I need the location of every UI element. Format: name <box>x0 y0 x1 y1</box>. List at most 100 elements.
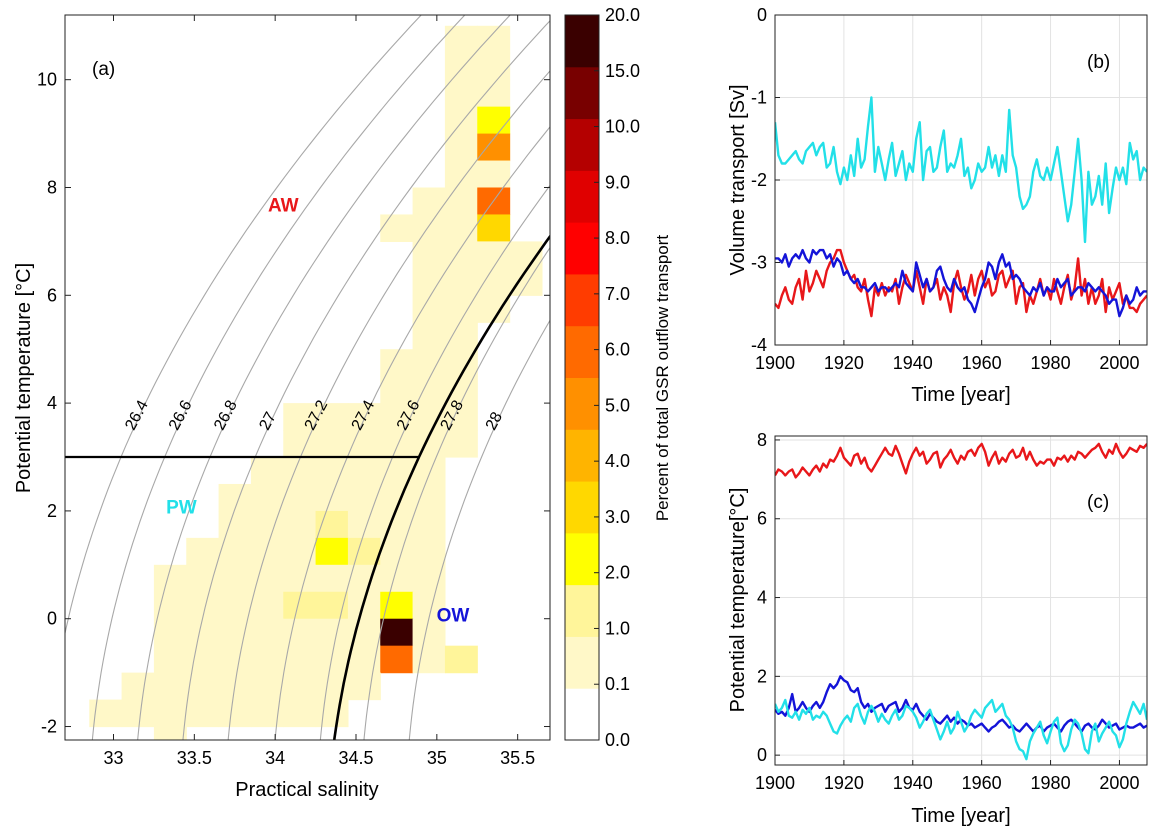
heatmap-cell <box>477 106 511 135</box>
x-tick-label: 1900 <box>755 353 795 373</box>
colorbar-tick-label: 20.0 <box>605 5 640 25</box>
heatmap-cell <box>347 672 381 701</box>
colorbar-blocks <box>565 15 599 741</box>
heatmap-cell <box>250 672 284 701</box>
panel-c-grid <box>774 436 1147 765</box>
panel-b-y-ticks: 0 -1 -2 -3 -4 <box>751 5 780 355</box>
panel-c-frame <box>774 435 1148 766</box>
colorbar-tick-label: 8.0 <box>605 228 630 248</box>
isopycnal-line <box>182 19 550 740</box>
heatmap-cell <box>347 483 381 512</box>
heatmap-cell <box>315 564 349 593</box>
y-tick-label: 8 <box>757 430 767 450</box>
heatmap-cell <box>283 672 317 701</box>
isopycnal-line <box>227 70 550 740</box>
heatmap-cell <box>186 564 220 593</box>
panel-c-label: (c) <box>1087 492 1109 513</box>
panel-b-x-ticks: 1900 1920 1940 1960 1980 2000 <box>755 340 1139 373</box>
y-tick-label: 2 <box>757 666 767 686</box>
colorbar-tick-label: 2.0 <box>605 563 630 583</box>
heatmap-cell <box>412 268 446 296</box>
heatmap-cell <box>347 457 381 485</box>
series-line <box>775 698 1147 761</box>
isopycnal-line <box>363 246 550 740</box>
y-tick-label: -2 <box>751 170 767 190</box>
heatmap-cell <box>347 510 381 539</box>
heatmap-cell <box>186 618 220 647</box>
water-mass-boundaries <box>65 234 550 740</box>
panel-b: 1900 1920 1940 1960 1980 2000 0 -1 -2 -3 -4 (b) T… <box>727 5 1148 406</box>
heatmap-cell <box>283 564 317 593</box>
heatmap-cell <box>283 483 317 512</box>
heatmap-cell <box>121 672 155 701</box>
isopycnal-label: 28 <box>483 409 506 433</box>
x-tick-label: 33.5 <box>177 748 212 768</box>
panel-c-x-ticks: 1900 1920 1940 1960 1980 2000 <box>755 760 1139 793</box>
colorbar-block <box>565 532 599 586</box>
heatmap-cell <box>153 618 187 647</box>
heatmap-cell <box>250 591 284 620</box>
colorbar-frame <box>564 14 600 741</box>
heatmap-cell <box>380 403 414 431</box>
heatmap-cell <box>186 537 220 566</box>
heatmap-cell <box>250 618 284 647</box>
x-tick-label: 1940 <box>893 773 933 793</box>
heatmap-cell <box>315 618 349 647</box>
heatmap-cell <box>315 403 349 431</box>
panel-a-y-ticks: -2 0 2 4 6 8 10 <box>37 70 550 737</box>
isopycnal-line <box>137 15 511 740</box>
heatmap-cell <box>218 699 252 728</box>
heatmap-cell <box>444 295 478 323</box>
x-tick-label: 1980 <box>1031 353 1071 373</box>
heatmap-cell <box>186 699 220 728</box>
colorbar-block <box>565 481 599 534</box>
colorbar-block <box>565 377 599 430</box>
heatmap-cell <box>283 457 317 485</box>
x-tick-label: 1960 <box>962 353 1002 373</box>
heatmap-cell <box>412 295 446 323</box>
heatmap-cell <box>218 564 252 593</box>
heatmap-cell <box>218 483 252 512</box>
isopycnal-label: 27 <box>256 409 279 433</box>
isopycnal-line <box>319 184 550 740</box>
y-tick-label: 0 <box>757 745 767 765</box>
heatmap-cell <box>250 457 284 485</box>
heatmap-cell <box>477 214 511 242</box>
y-tick-label: 0 <box>47 609 57 629</box>
heatmap-cell <box>444 268 478 296</box>
heatmap-cell <box>186 591 220 620</box>
heatmap-cell <box>380 645 414 674</box>
colorbar-block <box>565 66 599 120</box>
x-tick-label: 1940 <box>893 353 933 373</box>
heatmap-cell <box>153 672 187 701</box>
panel-c-background <box>775 436 1147 765</box>
heatmap-cell <box>121 699 155 728</box>
panel-a: 26.4 26.6 26.8 27 27.2 27.4 27.6 27.8 28 AWPWOW … <box>13 14 551 801</box>
heatmap-cell <box>412 483 446 512</box>
colorbar-block <box>565 325 599 378</box>
y-tick-label: 10 <box>37 70 57 90</box>
heatmap-cell <box>380 537 414 566</box>
panel-b-label: (b) <box>1087 52 1110 73</box>
colorbar-block <box>565 636 599 689</box>
heatmap-cell <box>477 268 511 296</box>
colorbar-tick-label: 9.0 <box>605 172 630 192</box>
heatmap-cell <box>412 591 446 620</box>
heatmap-cell <box>283 430 317 458</box>
heatmap-cell <box>283 510 317 539</box>
heatmap-cell <box>509 268 543 296</box>
heatmap-cell <box>444 160 478 189</box>
panel-c-y-axis-label: Potential temperature[°C] <box>727 488 749 713</box>
heatmap-cell <box>412 537 446 566</box>
heatmap-cell <box>412 510 446 539</box>
x-tick-label: 1920 <box>824 353 864 373</box>
heatmap-cell <box>380 214 414 242</box>
y-tick-label: 6 <box>47 285 57 305</box>
heatmap-cell <box>412 564 446 593</box>
heatmap-cell <box>444 430 478 458</box>
colorbar-block <box>565 273 599 327</box>
series-line <box>775 248 1147 318</box>
heatmap-cell <box>347 537 381 566</box>
heatmap-cell <box>250 510 284 539</box>
panel-c-series <box>775 442 1147 761</box>
